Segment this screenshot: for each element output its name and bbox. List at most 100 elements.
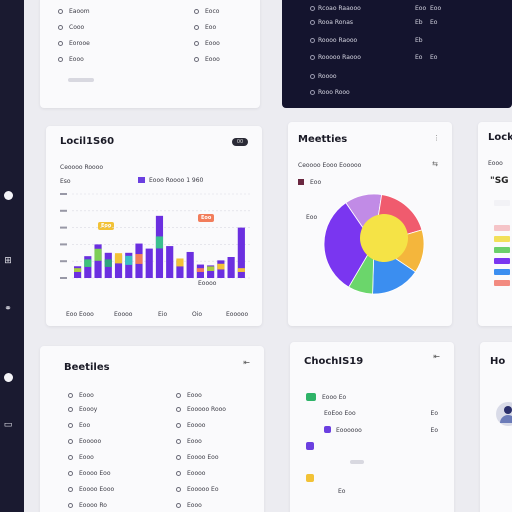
tooltip-b: Eoo (198, 214, 215, 222)
list-item[interactable]: Eoooo Eoo (176, 454, 219, 461)
list-item[interactable]: Eoco (194, 8, 219, 15)
list-item-label: Eooo Eo (322, 394, 347, 401)
list-item[interactable]: Eooo (68, 454, 94, 461)
dark-stats-panel: Rcoao Raaooo Eoo Eoo Rooa Ronas Eb Eo Roooo … (282, 0, 512, 108)
list-item[interactable]: Eooo (194, 56, 220, 63)
bar (94, 244, 102, 278)
list-item[interactable]: Eooooo (68, 438, 101, 445)
list-item[interactable]: Eorooe (58, 40, 90, 47)
sidebar-circle-icon-2[interactable] (1, 370, 15, 384)
x-tick-label: Oio (192, 311, 203, 318)
back-arrow-icon[interactable]: ⇤ (243, 358, 250, 367)
chart-card-title: Locil1S60 (60, 136, 115, 147)
list-item[interactable]: Eooo (176, 502, 202, 509)
list-item-value: Eo (430, 427, 438, 434)
list-item[interactable]: Eoooo (176, 470, 205, 477)
x-axis-unit: Eoooo (198, 280, 217, 287)
table-row[interactable]: Rooo Rooo (282, 86, 512, 100)
back-arrow-icon[interactable]: ⇤ (433, 352, 440, 361)
tooltip-a: Eoo (98, 222, 115, 230)
list-item[interactable]: Eoooo Ro (68, 502, 107, 509)
bar (227, 257, 235, 278)
bar (186, 251, 194, 278)
legend-bar (494, 247, 510, 253)
legend-bar (494, 236, 510, 242)
list-item[interactable]: Eoooo Eooo (68, 486, 114, 493)
bottom-left-title: Beetiles (64, 362, 110, 373)
table-row[interactable]: Rooooo Raooo Eo Eo (282, 51, 512, 65)
list-item[interactable]: Eoo (194, 24, 216, 31)
bottom-middle-title: ChochIS19 (304, 356, 364, 367)
list-item[interactable]: Eooo (194, 40, 220, 47)
list-item[interactable]: Eoo (68, 422, 90, 429)
right-card: Locki Eooo "SG (478, 122, 512, 326)
chart-card: Locil1S60 00 Ceoooo Roooo Eso Eooo Roooo… (46, 126, 262, 326)
legend-bar (494, 258, 510, 264)
bar-segment (196, 268, 204, 272)
bar (145, 248, 153, 278)
list-item[interactable]: Cooo (58, 24, 84, 31)
swap-icon[interactable]: ⇆ (432, 160, 438, 168)
bar (207, 265, 215, 278)
status-chip (324, 426, 331, 433)
metrics-title: Meetties (298, 134, 348, 145)
list-item[interactable]: Eoooo Eoo (68, 470, 111, 477)
bar-segment (74, 268, 82, 272)
status-chip (306, 474, 314, 482)
y-tick (60, 277, 67, 279)
list-item-value: Eo (430, 410, 438, 417)
bar-segment (217, 263, 225, 270)
bar-segment (176, 258, 184, 267)
pie-side-label: Eoo (306, 214, 318, 221)
y-tick (60, 260, 67, 263)
legend-swatch (298, 179, 304, 185)
list-item[interactable]: Eooo (176, 392, 202, 399)
list-item[interactable]: Eaoom (58, 8, 90, 15)
table-row[interactable]: Rooa Ronas Eb Eo (282, 16, 512, 30)
bar-segment (94, 248, 102, 261)
bar-segment (125, 255, 133, 265)
y-tick (60, 243, 67, 246)
bar-segment (135, 254, 143, 264)
pie-inner-slice (360, 214, 408, 262)
list-item[interactable]: Eoooy (68, 406, 97, 413)
list-item-label: Eo (338, 488, 346, 495)
placeholder-text (350, 460, 364, 464)
list-item[interactable]: Eooo (58, 56, 84, 63)
legend-bar (494, 200, 510, 206)
list-item[interactable]: Eooo (176, 438, 202, 445)
legend-label: Eoo (310, 179, 322, 186)
sidebar-document-icon[interactable]: ▭ (3, 420, 13, 430)
legend-bar (494, 269, 510, 275)
legend-bar (494, 280, 510, 286)
legend-swatch (138, 177, 145, 183)
metrics-card: Meetties ⋮ Ceoooo Eooo Eooooo ⇆ Eoo Eoo (288, 122, 452, 326)
y-tick (60, 226, 67, 229)
right-card-subtitle: Eooo (488, 160, 503, 167)
pie-slice (323, 202, 375, 288)
table-row[interactable]: Rcoao Raaooo Eoo Eoo (282, 2, 512, 16)
sidebar-grid-icon[interactable]: ⊞ (4, 256, 12, 266)
card-badge[interactable]: 00 (232, 138, 248, 146)
y-tick (60, 209, 67, 212)
bar (114, 255, 123, 278)
bar (84, 256, 92, 278)
table-row[interactable]: Roooo (282, 70, 512, 84)
more-icon[interactable]: ⋮ (433, 134, 440, 142)
avatar[interactable] (496, 402, 512, 426)
list-item[interactable]: Eooo (68, 392, 94, 399)
pie-chart (323, 193, 425, 295)
list-item[interactable]: Eooooo Eo (176, 486, 219, 493)
legend-bar (494, 225, 510, 231)
sidebar-circle-icon[interactable] (1, 188, 15, 202)
table-row[interactable]: Roooo Raooo Eb (282, 34, 512, 48)
x-tick-label: Eooooo (226, 311, 249, 318)
list-item[interactable]: Eoooo (176, 422, 205, 429)
x-tick-label: Eoo Eooo (66, 311, 94, 318)
sidebar-link-icon[interactable]: ⚭ (4, 304, 12, 314)
bar-segment (84, 259, 92, 267)
bottom-right-title: Ho (490, 356, 506, 367)
bar (74, 266, 82, 278)
list-item[interactable]: Eooooo Rooo (176, 406, 226, 413)
list-item-label: Eoooooo (336, 427, 362, 434)
